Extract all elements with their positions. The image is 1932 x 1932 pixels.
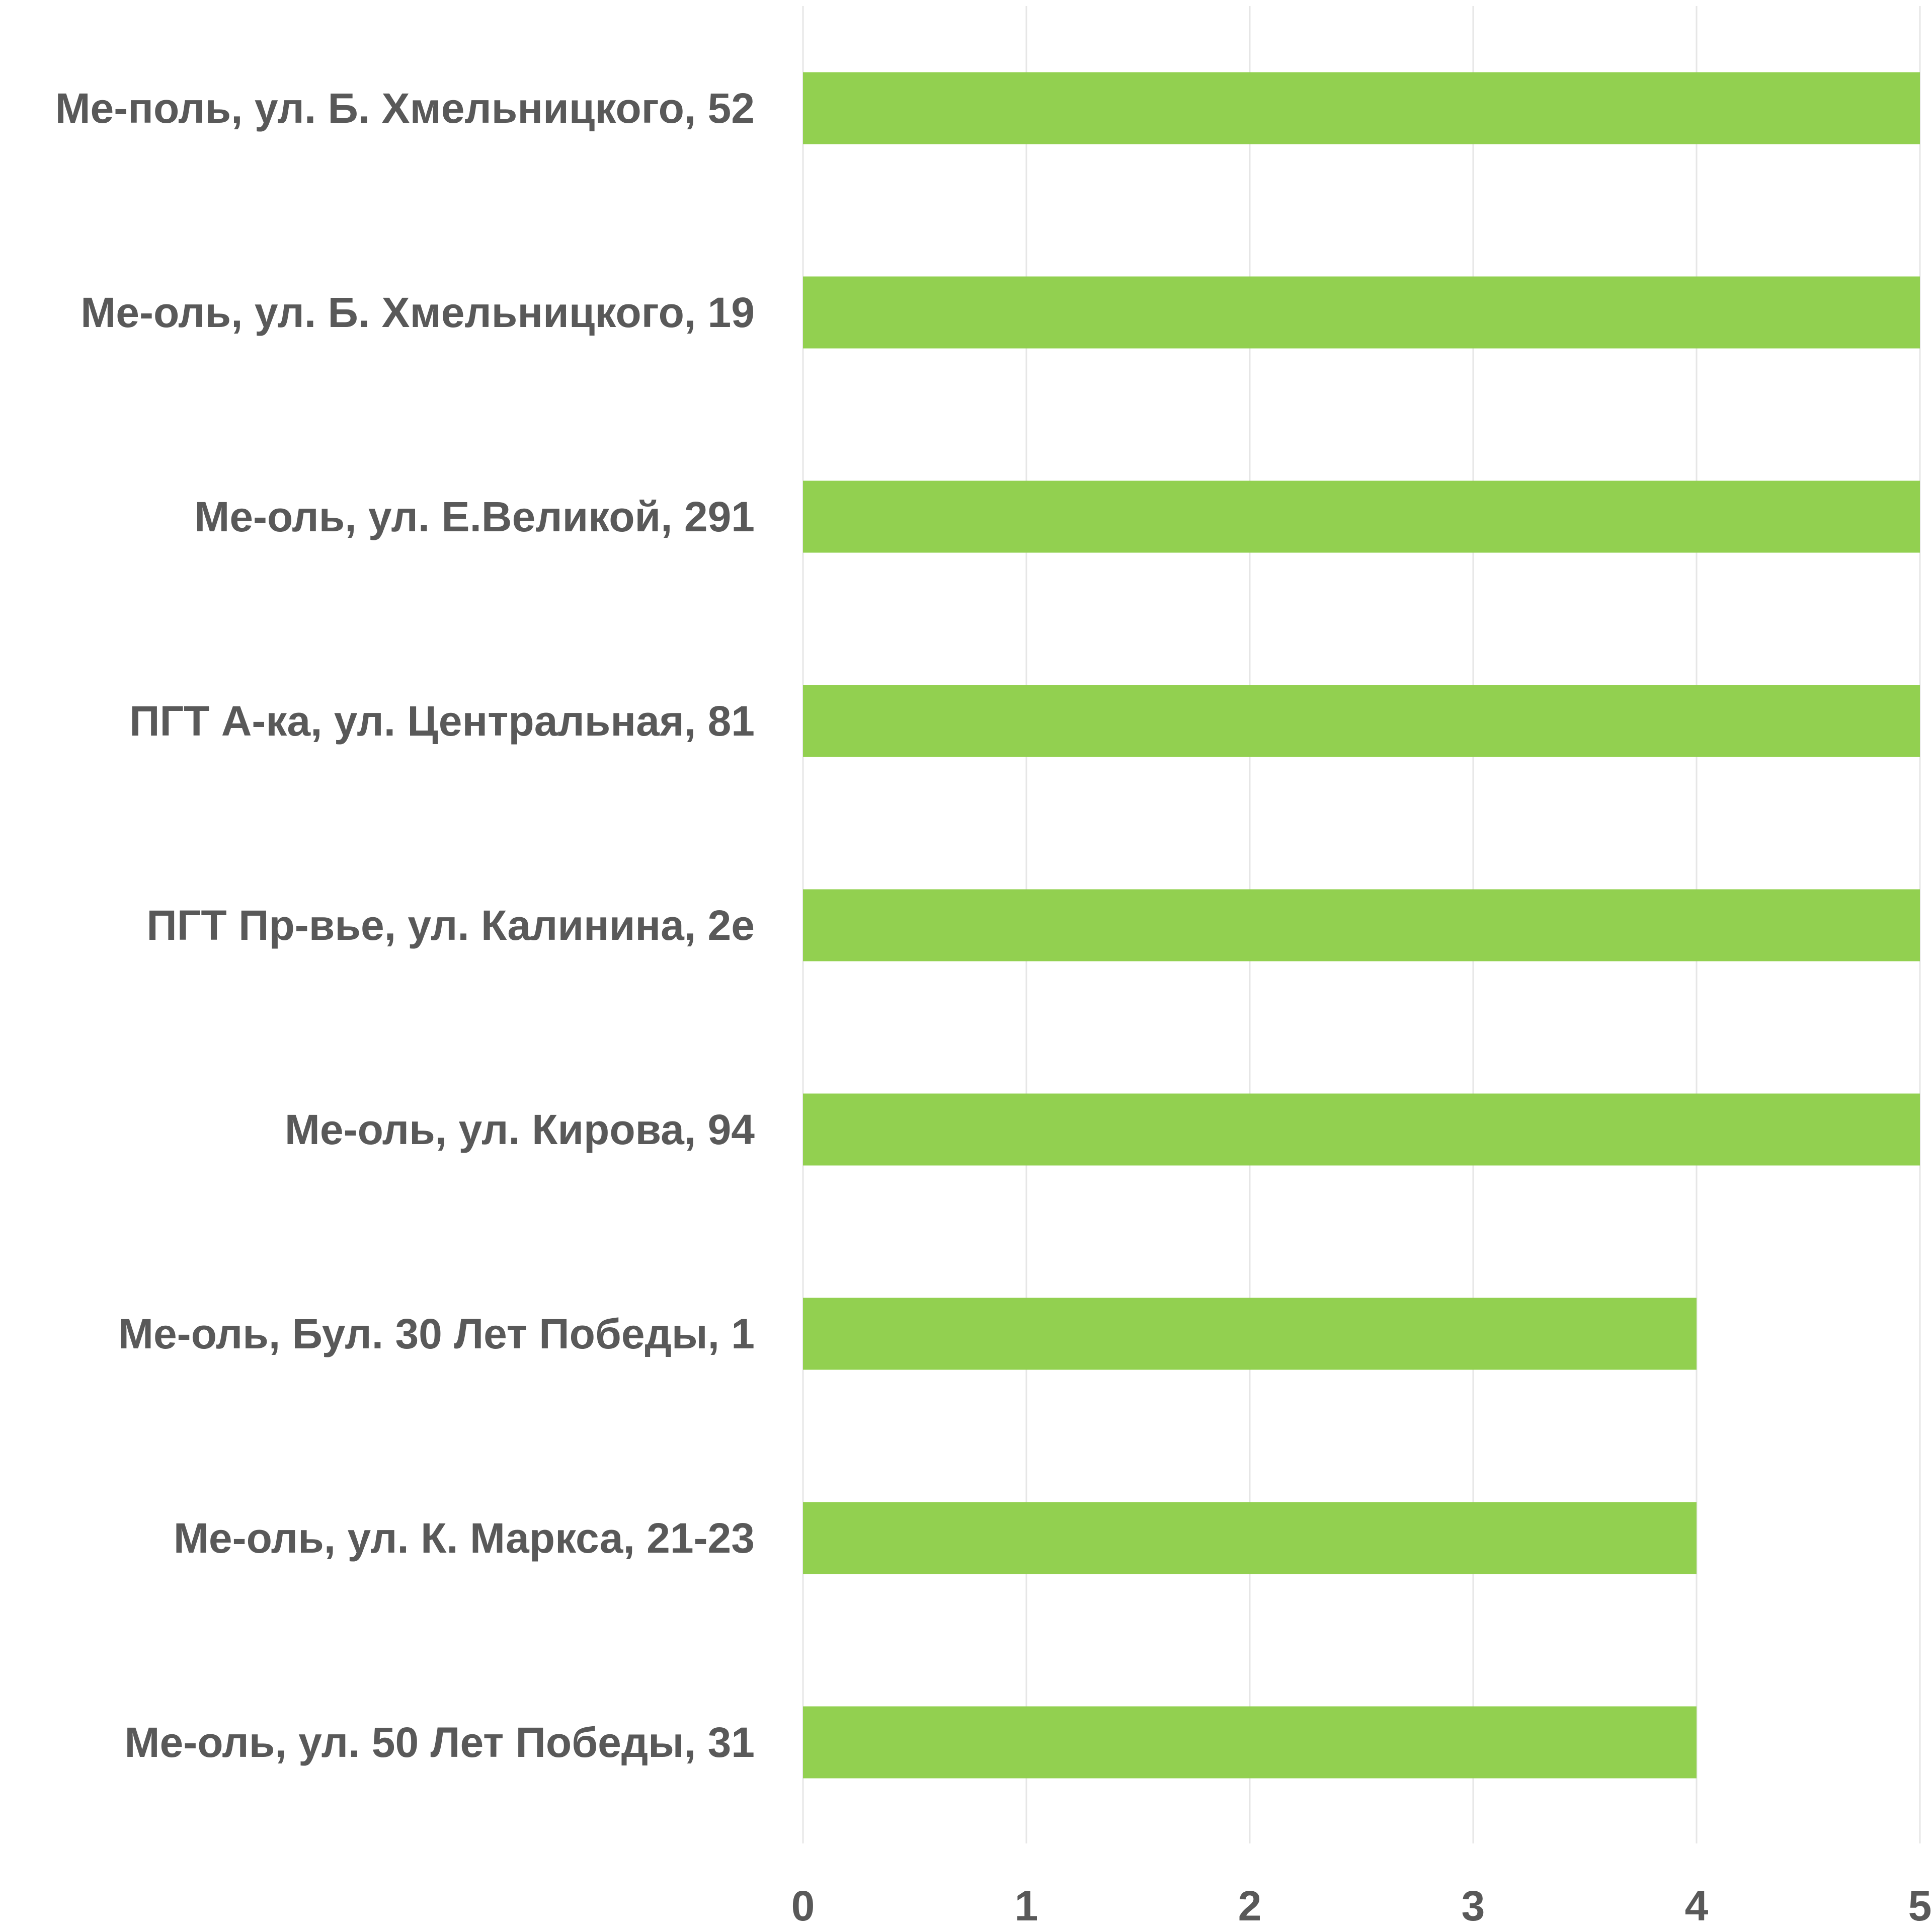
bar bbox=[803, 1706, 1697, 1779]
category-label: Ме-оль, Бул. 30 Лет Победы, 1 bbox=[118, 1310, 755, 1357]
category-label: Ме-оль, ул. Е.Великой, 291 bbox=[194, 493, 755, 540]
category-label: ПГТ А-ка, ул. Центральная, 81 bbox=[129, 697, 755, 745]
category-label: Ме-оль, ул. 50 Лет Победы, 31 bbox=[125, 1719, 755, 1766]
x-tick-label: 3 bbox=[1462, 1882, 1485, 1929]
bar bbox=[803, 1502, 1697, 1574]
bar bbox=[803, 480, 1920, 553]
bar bbox=[803, 685, 1920, 757]
x-tick-labels: 0 1 2 3 4 5 bbox=[791, 1882, 1932, 1929]
x-tick-label: 4 bbox=[1685, 1882, 1709, 1929]
bar bbox=[803, 889, 1920, 961]
x-tick-label: 0 bbox=[791, 1882, 815, 1929]
bar bbox=[803, 72, 1920, 144]
category-label: Ме-поль, ул. Б. Хмельницкого, 52 bbox=[55, 85, 755, 132]
bar bbox=[803, 1093, 1920, 1166]
bar bbox=[803, 1298, 1697, 1370]
bar bbox=[803, 276, 1920, 349]
category-label: Ме-оль, ул. К. Маркса, 21-23 bbox=[174, 1514, 755, 1562]
category-label: Ме-оль, ул. Кирова, 94 bbox=[285, 1106, 755, 1153]
x-tick-label: 2 bbox=[1238, 1882, 1262, 1929]
x-tick-label: 5 bbox=[1908, 1882, 1932, 1929]
x-tick-label: 1 bbox=[1015, 1882, 1038, 1929]
category-label: Ме-оль, ул. Б. Хмельницкого, 19 bbox=[80, 289, 755, 336]
bars bbox=[803, 72, 1920, 1779]
category-labels: Ме-поль, ул. Б. Хмельницкого, 52 Ме-оль, … bbox=[55, 85, 755, 1766]
category-label: ПГТ Пр-вье, ул. Калинина, 2е bbox=[146, 902, 755, 949]
